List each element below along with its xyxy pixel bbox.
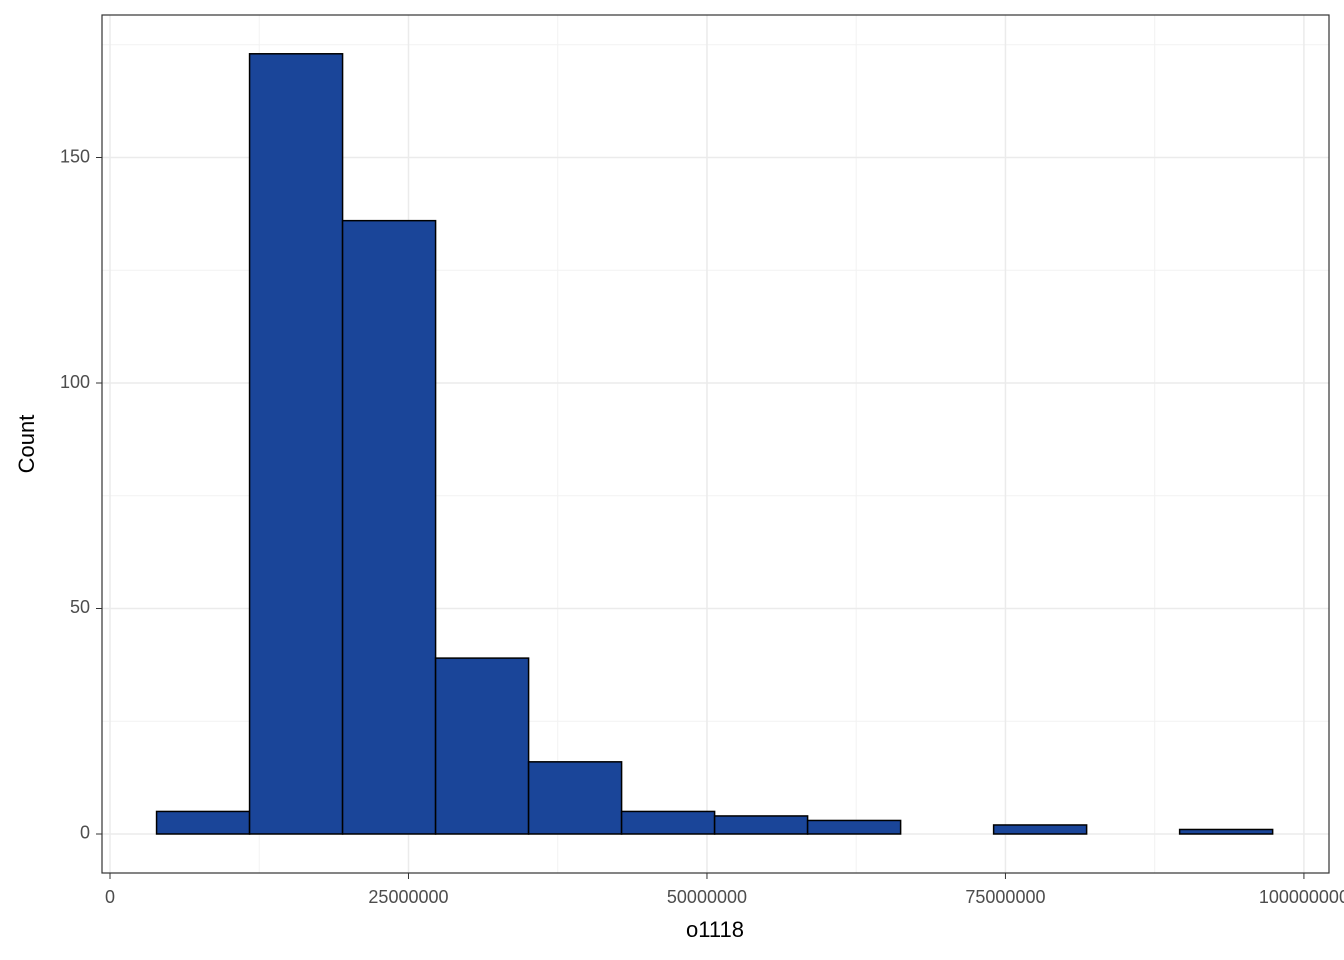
bar xyxy=(341,219,437,835)
bar xyxy=(248,53,344,835)
bar xyxy=(1178,828,1274,835)
bar xyxy=(620,810,716,835)
x-tick-label: 75000000 xyxy=(965,887,1045,907)
bar xyxy=(527,761,623,835)
y-tick-label: 0 xyxy=(80,823,90,843)
x-tick-label: 50000000 xyxy=(667,887,747,907)
bar xyxy=(713,815,809,835)
bar xyxy=(434,657,530,835)
y-axis-title: Count xyxy=(14,415,39,474)
bar xyxy=(155,810,251,835)
x-axis-title: o1118 xyxy=(686,917,744,942)
x-tick-label: 100000000 xyxy=(1259,887,1344,907)
x-tick-label: 0 xyxy=(105,887,115,907)
bar xyxy=(806,819,902,835)
bar xyxy=(992,824,1088,835)
plot-border xyxy=(101,14,1330,874)
y-tick-label: 50 xyxy=(70,597,90,617)
y-tick-label: 100 xyxy=(60,372,90,392)
y-tick-label: 150 xyxy=(60,146,90,166)
x-tick-label: 25000000 xyxy=(368,887,448,907)
